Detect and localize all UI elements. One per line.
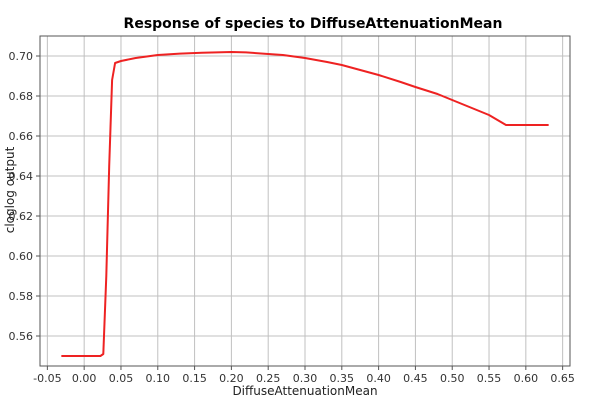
x-tick-label: 0.40 [366, 372, 391, 385]
series-layer [61, 51, 549, 357]
x-axis-label: DiffuseAttenuationMean [232, 384, 377, 398]
x-tick-label: 0.20 [219, 372, 244, 385]
y-tick-label: 0.66 [9, 130, 34, 143]
y-tick-label: 0.62 [9, 210, 34, 223]
plot-border [39, 35, 571, 367]
response-curve-line [61, 51, 549, 357]
x-tick-label: 0.00 [72, 372, 97, 385]
y-tick-label: 0.70 [9, 50, 34, 63]
x-tick-label: 0.45 [403, 372, 428, 385]
y-tick-label: 0.68 [9, 90, 34, 103]
axis-ticks: -0.05 0.00 0.05 0.10 0.15 0.20 0.25 0.30 0.35 0.4… [9, 35, 575, 385]
grid-lines [40, 36, 570, 366]
y-tick-label: 0.64 [9, 170, 34, 183]
x-tick-label: 0.35 [330, 372, 355, 385]
x-tick-label: 0.10 [146, 372, 171, 385]
x-tick-label: -0.05 [33, 372, 61, 385]
chart-title: Response of species to DiffuseAttenuatio… [124, 16, 503, 32]
x-tick-label: 0.25 [256, 372, 281, 385]
y-tick-label: 0.58 [9, 290, 34, 303]
x-tick-label: 0.05 [109, 372, 134, 385]
x-tick-label: 0.15 [182, 372, 207, 385]
x-tick-label: 0.50 [440, 372, 465, 385]
x-tick-label: 0.30 [293, 372, 318, 385]
x-tick-label: 0.55 [477, 372, 502, 385]
x-tick-label: 0.60 [514, 372, 539, 385]
y-axis-label: cloglog output [3, 146, 17, 233]
y-tick-label: 0.56 [9, 330, 34, 343]
x-tick-label: 0.65 [550, 372, 575, 385]
y-tick-label: 0.60 [9, 250, 34, 263]
